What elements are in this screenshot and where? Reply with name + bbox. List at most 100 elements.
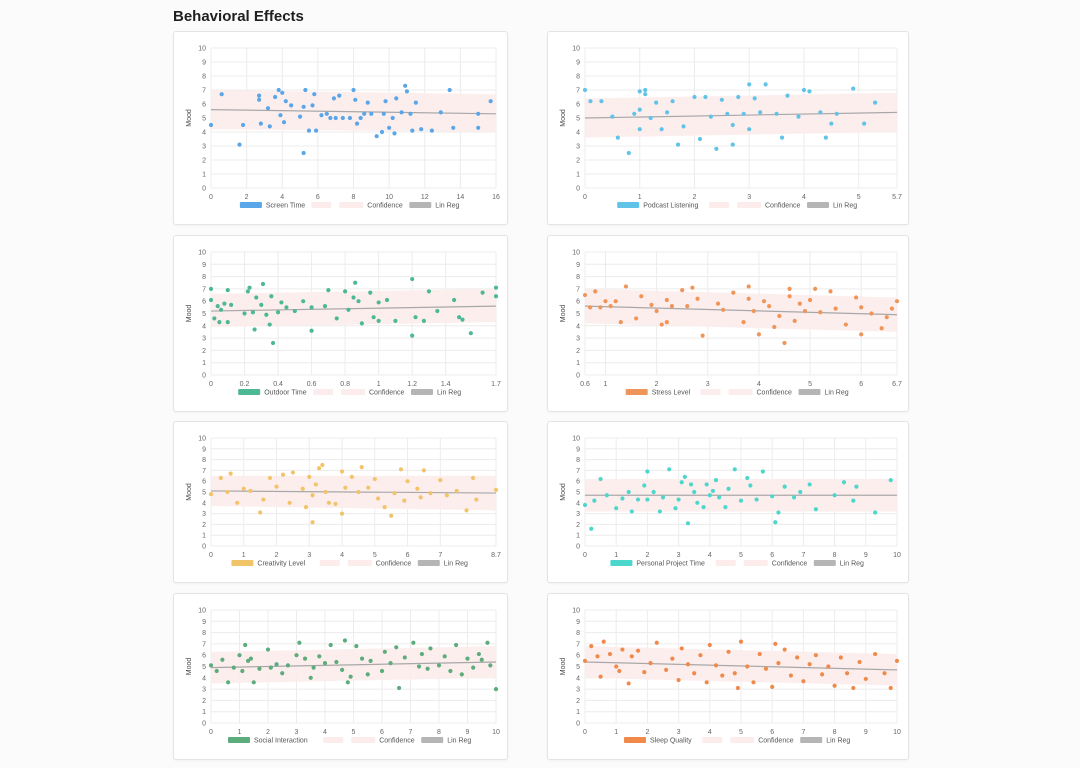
data-point[interactable] bbox=[588, 99, 593, 104]
data-point[interactable] bbox=[404, 89, 410, 94]
data-point[interactable] bbox=[637, 107, 642, 112]
data-point[interactable] bbox=[713, 663, 719, 668]
data-point[interactable] bbox=[421, 318, 427, 323]
data-point[interactable] bbox=[362, 111, 367, 116]
data-point[interactable] bbox=[649, 302, 654, 307]
legend-label[interactable]: Confidence bbox=[765, 203, 801, 210]
data-point[interactable] bbox=[598, 305, 603, 310]
data-point[interactable] bbox=[476, 125, 481, 130]
legend-label[interactable]: Confidence bbox=[757, 390, 793, 397]
data-point[interactable] bbox=[589, 526, 594, 531]
data-point[interactable] bbox=[425, 666, 430, 671]
data-point[interactable] bbox=[217, 320, 222, 325]
data-point[interactable] bbox=[738, 498, 744, 503]
data-point[interactable] bbox=[383, 99, 388, 104]
data-point[interactable] bbox=[664, 297, 669, 303]
legend-swatch-confidence[interactable] bbox=[351, 737, 376, 743]
data-point[interactable] bbox=[368, 658, 373, 663]
data-point[interactable] bbox=[369, 111, 374, 116]
data-point[interactable] bbox=[248, 488, 253, 494]
data-point[interactable] bbox=[416, 664, 422, 669]
legend-label[interactable]: Social Interaction bbox=[254, 738, 308, 745]
data-point[interactable] bbox=[354, 644, 359, 649]
data-point[interactable] bbox=[723, 505, 728, 510]
data-point[interactable] bbox=[451, 297, 457, 303]
data-point[interactable] bbox=[669, 304, 675, 309]
legend-swatch-series[interactable] bbox=[239, 202, 262, 208]
data-point[interactable] bbox=[252, 327, 257, 332]
data-point[interactable] bbox=[428, 646, 433, 651]
legend-swatch-confidence[interactable] bbox=[700, 389, 721, 395]
legend-label[interactable]: Confidence bbox=[369, 390, 405, 397]
data-point[interactable] bbox=[405, 479, 410, 484]
data-point[interactable] bbox=[241, 486, 246, 491]
legend-label[interactable]: Lin Reg bbox=[437, 390, 461, 397]
data-point[interactable] bbox=[639, 294, 644, 299]
data-point[interactable] bbox=[645, 469, 650, 474]
data-point[interactable] bbox=[366, 485, 371, 490]
data-point[interactable] bbox=[813, 286, 818, 291]
data-point[interactable] bbox=[471, 665, 476, 670]
data-point[interactable] bbox=[726, 486, 731, 491]
data-point[interactable] bbox=[392, 490, 397, 496]
legend-swatch-regression[interactable] bbox=[807, 202, 829, 208]
data-point[interactable] bbox=[773, 520, 778, 525]
data-point[interactable] bbox=[242, 311, 247, 316]
legend-swatch-confidence[interactable] bbox=[341, 389, 365, 395]
data-point[interactable] bbox=[219, 92, 224, 97]
data-point[interactable] bbox=[346, 307, 351, 312]
data-point[interactable] bbox=[398, 467, 404, 472]
data-point[interactable] bbox=[347, 115, 353, 121]
data-point[interactable] bbox=[841, 480, 847, 485]
data-point[interactable] bbox=[319, 113, 324, 118]
data-point[interactable] bbox=[339, 469, 345, 474]
data-point[interactable] bbox=[735, 685, 740, 691]
data-point[interactable] bbox=[642, 670, 647, 675]
data-point[interactable] bbox=[732, 671, 737, 676]
data-point[interactable] bbox=[720, 673, 725, 678]
data-point[interactable] bbox=[260, 281, 266, 287]
data-point[interactable] bbox=[297, 114, 303, 119]
data-point[interactable] bbox=[399, 110, 404, 115]
data-point[interactable] bbox=[752, 96, 757, 101]
legend-swatch-series[interactable] bbox=[231, 560, 254, 566]
data-point[interactable] bbox=[372, 476, 377, 482]
data-point[interactable] bbox=[313, 482, 318, 487]
data-point[interactable] bbox=[382, 505, 387, 510]
data-point[interactable] bbox=[592, 498, 597, 503]
data-point[interactable] bbox=[635, 497, 641, 502]
data-point[interactable] bbox=[869, 311, 874, 316]
data-point[interactable] bbox=[339, 511, 345, 516]
data-point[interactable] bbox=[774, 111, 779, 116]
data-point[interactable] bbox=[359, 656, 365, 661]
data-point[interactable] bbox=[797, 301, 802, 306]
data-point[interactable] bbox=[637, 89, 642, 94]
data-point[interactable] bbox=[474, 497, 479, 502]
data-point[interactable] bbox=[465, 656, 470, 661]
data-point[interactable] bbox=[707, 493, 712, 498]
data-point[interactable] bbox=[820, 672, 825, 677]
data-point[interactable] bbox=[844, 671, 850, 676]
data-point[interactable] bbox=[214, 668, 219, 674]
data-point[interactable] bbox=[776, 510, 781, 515]
data-point[interactable] bbox=[617, 668, 622, 674]
data-point[interactable] bbox=[258, 510, 263, 515]
data-point[interactable] bbox=[700, 333, 705, 338]
data-point[interactable] bbox=[807, 662, 812, 667]
data-point[interactable] bbox=[679, 480, 684, 485]
legend-swatch-confidence[interactable] bbox=[339, 202, 364, 208]
data-point[interactable] bbox=[464, 508, 469, 513]
data-point[interactable] bbox=[626, 489, 631, 495]
data-point[interactable] bbox=[676, 497, 681, 502]
legend-swatch-regression[interactable] bbox=[813, 560, 836, 566]
data-point[interactable] bbox=[390, 115, 395, 121]
data-point[interactable] bbox=[324, 111, 329, 116]
data-point[interactable] bbox=[772, 324, 777, 330]
data-point[interactable] bbox=[657, 509, 662, 514]
data-point[interactable] bbox=[618, 320, 623, 325]
data-point[interactable] bbox=[685, 304, 690, 309]
data-point[interactable] bbox=[388, 661, 393, 666]
data-point[interactable] bbox=[770, 494, 775, 499]
data-point[interactable] bbox=[626, 681, 631, 686]
data-point[interactable] bbox=[403, 83, 408, 88]
